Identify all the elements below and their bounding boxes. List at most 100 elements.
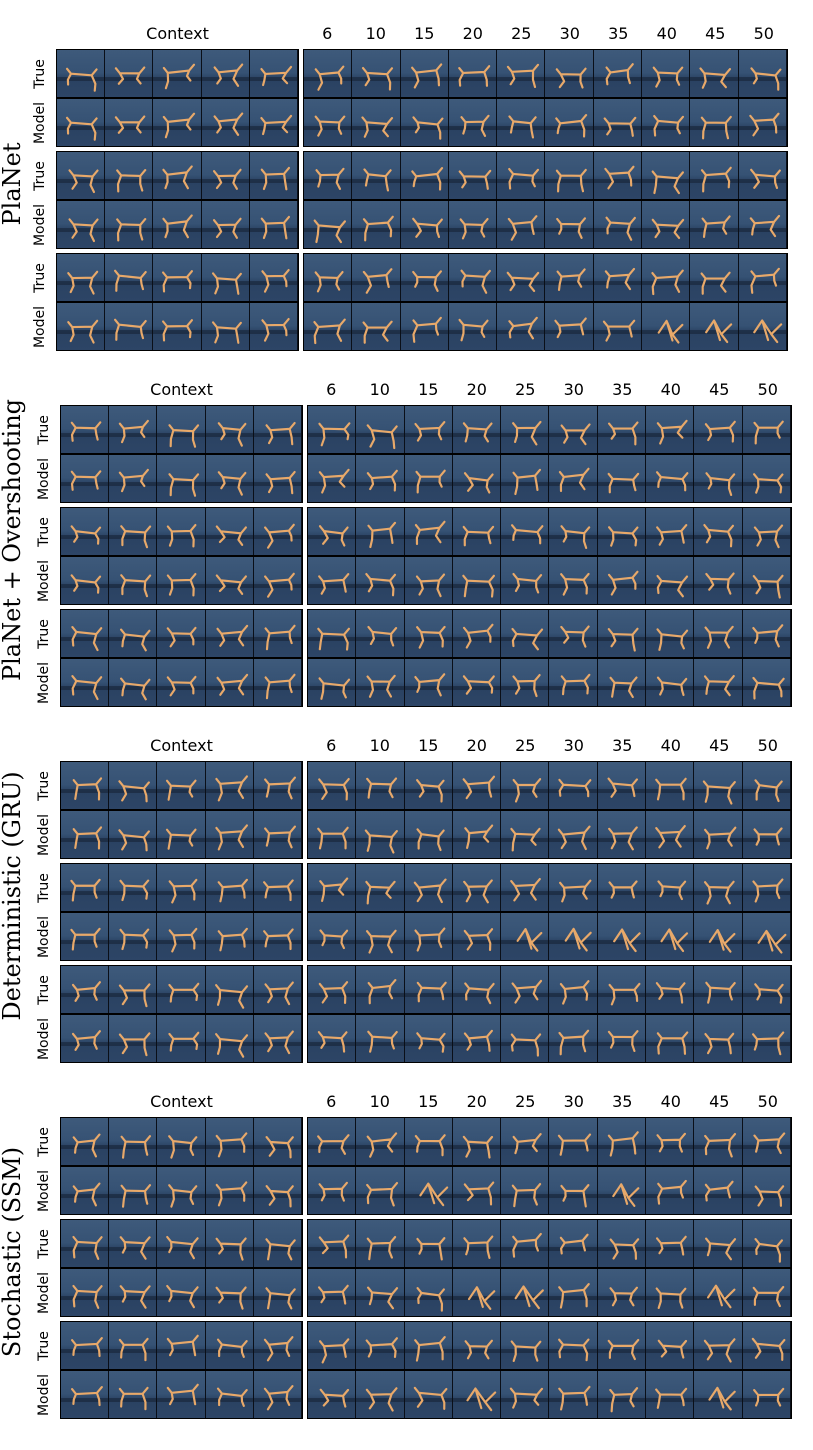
video-frame — [205, 864, 254, 911]
walker-figure — [752, 1285, 784, 1308]
video-frame — [205, 966, 254, 1013]
video-frame — [597, 508, 647, 555]
row-label-true: True — [34, 1219, 54, 1268]
walker-figure — [70, 525, 102, 545]
walker-figure — [367, 469, 399, 492]
video-frame — [157, 1269, 206, 1316]
walker-figure — [215, 574, 247, 595]
walker-figure — [751, 1031, 784, 1056]
video-frame — [57, 99, 106, 146]
video-frame — [549, 1269, 598, 1316]
video-frame — [549, 762, 598, 809]
row-label-text: Model — [36, 1373, 52, 1416]
walker-figure — [264, 981, 294, 1006]
video-frame — [404, 508, 453, 555]
video-frame — [205, 762, 254, 809]
video-frame — [57, 254, 106, 301]
video-frame — [549, 659, 598, 706]
walker-figure — [318, 573, 350, 595]
walker-figure — [512, 1232, 543, 1258]
walker-figure — [168, 424, 200, 448]
column-header-step: 10 — [365, 24, 386, 43]
video-frame — [646, 1015, 695, 1062]
video-frame — [593, 152, 643, 199]
video-frame — [205, 557, 254, 604]
walker-figure — [704, 625, 735, 649]
walker-figure — [167, 626, 197, 648]
walker-figure — [65, 67, 98, 92]
video-frame — [356, 811, 405, 858]
walker-figure — [514, 1285, 545, 1310]
video-frame — [597, 659, 647, 706]
prediction-frames-row — [307, 810, 792, 859]
video-frame — [356, 1371, 405, 1418]
walker-figure — [116, 218, 147, 242]
walker-figure — [314, 270, 344, 293]
video-frame — [597, 1220, 647, 1267]
video-frame — [597, 557, 647, 604]
row-label-text: True — [36, 872, 52, 903]
walker-figure — [655, 982, 686, 1004]
walker-figure — [71, 1337, 103, 1358]
video-frame — [545, 99, 594, 146]
walker-figure — [607, 472, 639, 494]
walker-figure — [162, 165, 194, 190]
video-frame — [205, 610, 254, 657]
row-label-text: True — [36, 516, 52, 547]
video-frame — [404, 659, 453, 706]
method-panel: PlaNet + Overshooting Context 6 10 15 20 25 30 3… — [0, 370, 813, 710]
walker-figure — [757, 929, 787, 954]
row-label-model: Model — [34, 1014, 54, 1063]
walker-figure — [65, 116, 98, 141]
row-label-text: Model — [36, 559, 52, 602]
video-frame — [694, 1015, 743, 1062]
walker-figure — [264, 624, 296, 651]
context-frames-row — [60, 912, 303, 961]
walker-figure — [459, 217, 489, 240]
video-frame — [356, 610, 405, 657]
walker-figure — [657, 1339, 688, 1359]
column-header-step: 50 — [757, 736, 778, 755]
walker-figure — [609, 1286, 638, 1307]
video-frame — [597, 1371, 647, 1418]
walker-figure — [559, 879, 592, 903]
video-frame — [549, 455, 598, 502]
walker-figure — [411, 217, 443, 239]
walker-figure — [363, 268, 393, 294]
column-header-step: 30 — [563, 1092, 584, 1111]
video-frame — [452, 1220, 502, 1267]
video-frame — [109, 966, 158, 1013]
walker-figure — [367, 625, 398, 647]
walker-figure — [120, 628, 151, 652]
walker-figure — [318, 1181, 348, 1202]
column-header-step: 40 — [660, 1092, 681, 1111]
walker-figure — [608, 982, 641, 1006]
column-header-step: 15 — [418, 1092, 439, 1111]
walker-figure — [119, 1285, 151, 1309]
walker-figure — [463, 472, 494, 494]
row-label-text: True — [36, 1228, 52, 1259]
video-frame — [308, 1269, 357, 1316]
row-label-true: True — [30, 253, 50, 302]
video-frame — [61, 610, 110, 657]
column-header-step: 35 — [612, 380, 633, 399]
walker-figure — [366, 1387, 398, 1412]
walker-figure — [167, 1383, 200, 1406]
column-header-step: 6 — [322, 24, 333, 43]
video-frame — [738, 152, 787, 199]
video-frame — [201, 50, 250, 97]
video-frame — [497, 50, 546, 97]
walker-figure — [607, 570, 639, 596]
walker-figure — [366, 1181, 399, 1207]
walker-figure — [560, 525, 591, 550]
walker-figure — [169, 878, 198, 904]
video-frame — [448, 50, 498, 97]
prediction-frames-row — [307, 609, 792, 658]
video-frame — [642, 99, 691, 146]
video-frame — [61, 557, 110, 604]
video-frame — [205, 1167, 254, 1214]
walker-figure — [362, 66, 394, 91]
walker-figure — [213, 112, 243, 136]
video-frame — [642, 303, 691, 350]
method-panel: PlaNet Context 6 10 15 20 25 30 35 40 45 50 True Mode… — [0, 14, 813, 354]
